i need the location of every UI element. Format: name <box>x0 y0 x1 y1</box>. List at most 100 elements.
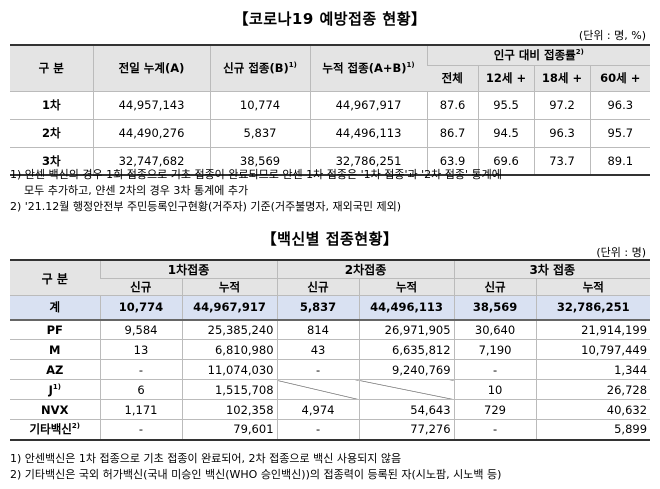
cell-d2-cum: 77,276 <box>358 419 455 440</box>
cell-age18: 97.2 <box>533 91 590 120</box>
cell-d1-new: 9,584 <box>99 319 182 340</box>
cell-age12: 69.6 <box>477 147 534 176</box>
footnote-2: 2) '21.12월 행정안전부 주민등록인구현황(거주자) 기준(거주불명자,… <box>10 200 402 213</box>
cell-d3-new: - <box>453 359 537 380</box>
header-rate: 인구 대비 접종률2) <box>426 45 651 66</box>
cell-d2-cum-na <box>358 379 455 400</box>
cell-d3-new: 729 <box>453 399 537 420</box>
table-row: 3차 32,747,682 38,569 32,786,251 63.9 69.… <box>10 147 651 176</box>
cell-d2-cum: 26,971,905 <box>358 319 455 340</box>
header-cumulative: 누적 접종(A+B)1) <box>309 45 427 92</box>
row-label: 3차 <box>10 147 93 176</box>
header-age18: 18세 + <box>533 65 590 92</box>
cell-total: 63.9 <box>426 147 478 176</box>
header-dose2: 2차접종 <box>276 260 455 279</box>
cell-age60: 95.7 <box>589 119 651 148</box>
cell-cum: 44,496,113 <box>309 119 427 148</box>
cell-age12: 94.5 <box>477 119 534 148</box>
cell-d1-new: 13 <box>99 339 182 360</box>
cell-d3-new: 7,190 <box>453 339 537 360</box>
header-dose3: 3차 접종 <box>453 260 651 279</box>
footnote-1-cont: 모두 추가하고, 얀센 2차의 경우 3차 통계에 추가 <box>24 184 249 197</box>
cell-d2-new-na <box>276 379 360 400</box>
cell-d1-new: - <box>99 359 182 380</box>
vaccination-status-title: 【코로나19 예방접종 현황】 <box>233 10 427 28</box>
header-new: 신규 접종(B)1) <box>209 45 310 92</box>
header-age12: 12세 + <box>477 65 534 92</box>
row-label: J1) <box>10 379 100 400</box>
cell-age12: 95.5 <box>477 91 534 120</box>
header-dose1-new: 신규 <box>100 278 182 296</box>
cell-d3-cum: 1,344 <box>535 359 651 380</box>
header-dose1: 1차접종 <box>99 260 278 279</box>
table-row: PF 9,584 25,385,240 814 26,971,905 30,64… <box>10 319 651 340</box>
cell-new: 10,774 <box>209 91 310 120</box>
table-row: 2차 44,490,276 5,837 44,496,113 86.7 94.5… <box>10 119 651 148</box>
cell-age60: 89.1 <box>589 147 651 176</box>
cell-d3-new: 10 <box>453 379 537 400</box>
row-label: PF <box>10 319 100 340</box>
table-row: M 13 6,810,980 43 6,635,812 7,190 10,797… <box>10 339 651 360</box>
table-row: NVX 1,171 102,358 4,974 54,643 729 40,63… <box>10 399 651 420</box>
cell-d3-new: 30,640 <box>453 319 537 340</box>
cell-d1-cum: 6,810,980 <box>181 339 278 360</box>
cell-cum: 44,967,917 <box>309 91 427 120</box>
table-row: AZ - 11,074,030 - 9,240,769 - 1,344 <box>10 359 651 380</box>
row-label: 1차 <box>10 91 93 120</box>
table2-footnotes: 1) 안센백신은 1차 접종으로 기초 접종이 완료되어, 2차 접종으로 백신… <box>10 451 501 483</box>
cell-total: 86.7 <box>426 119 478 148</box>
row-label: M <box>10 339 100 360</box>
cell-d1-cum: 102,358 <box>181 399 278 420</box>
cell-d2-new: - <box>276 419 360 440</box>
cell-d3-new: 38,569 <box>453 295 537 321</box>
header-category: 구 분 <box>10 45 93 92</box>
row-label: AZ <box>10 359 100 380</box>
cell-d3-cum: 40,632 <box>535 399 651 420</box>
cell-d2-new: 43 <box>276 339 360 360</box>
cell-d2-cum: 54,643 <box>358 399 455 420</box>
header-dose1-cum: 누적 <box>181 278 278 296</box>
cell-d1-cum: 79,601 <box>181 419 278 440</box>
cell-d1-cum: 11,074,030 <box>181 359 278 380</box>
table-row: 1차 44,957,143 10,774 44,967,917 87.6 95.… <box>10 91 651 120</box>
cell-d2-new: 814 <box>276 319 360 340</box>
header-category: 구 분 <box>10 260 100 296</box>
cell-prev: 44,490,276 <box>92 119 210 148</box>
cell-d2-new: 4,974 <box>276 399 360 420</box>
cell-d3-new: - <box>453 419 537 440</box>
cell-age60: 96.3 <box>589 91 651 120</box>
cell-d2-cum: 44,496,113 <box>358 295 455 321</box>
header-prev-total: 전일 누계(A) <box>92 45 210 92</box>
cell-d2-cum: 6,635,812 <box>358 339 455 360</box>
row-label: 계 <box>10 295 100 321</box>
cell-d3-cum: 26,728 <box>535 379 651 400</box>
cell-d2-new: 5,837 <box>276 295 360 321</box>
cell-prev: 44,957,143 <box>92 91 210 120</box>
cell-age18: 73.7 <box>533 147 590 176</box>
header-dose3-new: 신규 <box>453 278 537 296</box>
table1-unit: (단위 : 명, %) <box>578 29 646 42</box>
vaccination-status-table: 구 분 전일 누계(A) 신규 접종(B)1) 누적 접종(A+B)1) 인구 … <box>10 44 651 176</box>
cell-d3-cum: 5,899 <box>535 419 651 440</box>
footnote-1: 1) 안센 백신의 경우 1회 접종으로 기초 접종이 완료되므로 안센 1차 … <box>10 168 502 181</box>
table-row: J1) 6 1,515,708 10 26,728 <box>10 379 651 400</box>
header-total: 전체 <box>427 65 478 92</box>
table-row: 기타백신2) - 79,601 - 77,276 - 5,899 <box>10 419 651 440</box>
cell-new: 38,569 <box>209 147 310 176</box>
cell-new: 5,837 <box>209 119 310 148</box>
cell-d2-new: - <box>276 359 360 380</box>
header-dose2-new: 신규 <box>276 278 360 296</box>
cell-d1-cum: 25,385,240 <box>181 319 278 340</box>
total-row: 계 10,774 44,967,917 5,837 44,496,113 38,… <box>10 295 651 321</box>
row-label: 기타백신2) <box>10 419 100 440</box>
header-dose3-cum: 누적 <box>535 278 651 296</box>
cell-total: 87.6 <box>426 91 478 120</box>
header-dose2-cum: 누적 <box>358 278 455 296</box>
cell-age18: 96.3 <box>533 119 590 148</box>
vaccine-status-title: 【백신별 접종현황】 <box>261 230 399 248</box>
cell-d1-new: 6 <box>99 379 182 400</box>
cell-d3-cum: 32,786,251 <box>535 295 651 321</box>
row-label: NVX <box>10 399 100 420</box>
cell-prev: 32,747,682 <box>92 147 210 176</box>
cell-d3-cum: 21,914,199 <box>535 319 651 340</box>
